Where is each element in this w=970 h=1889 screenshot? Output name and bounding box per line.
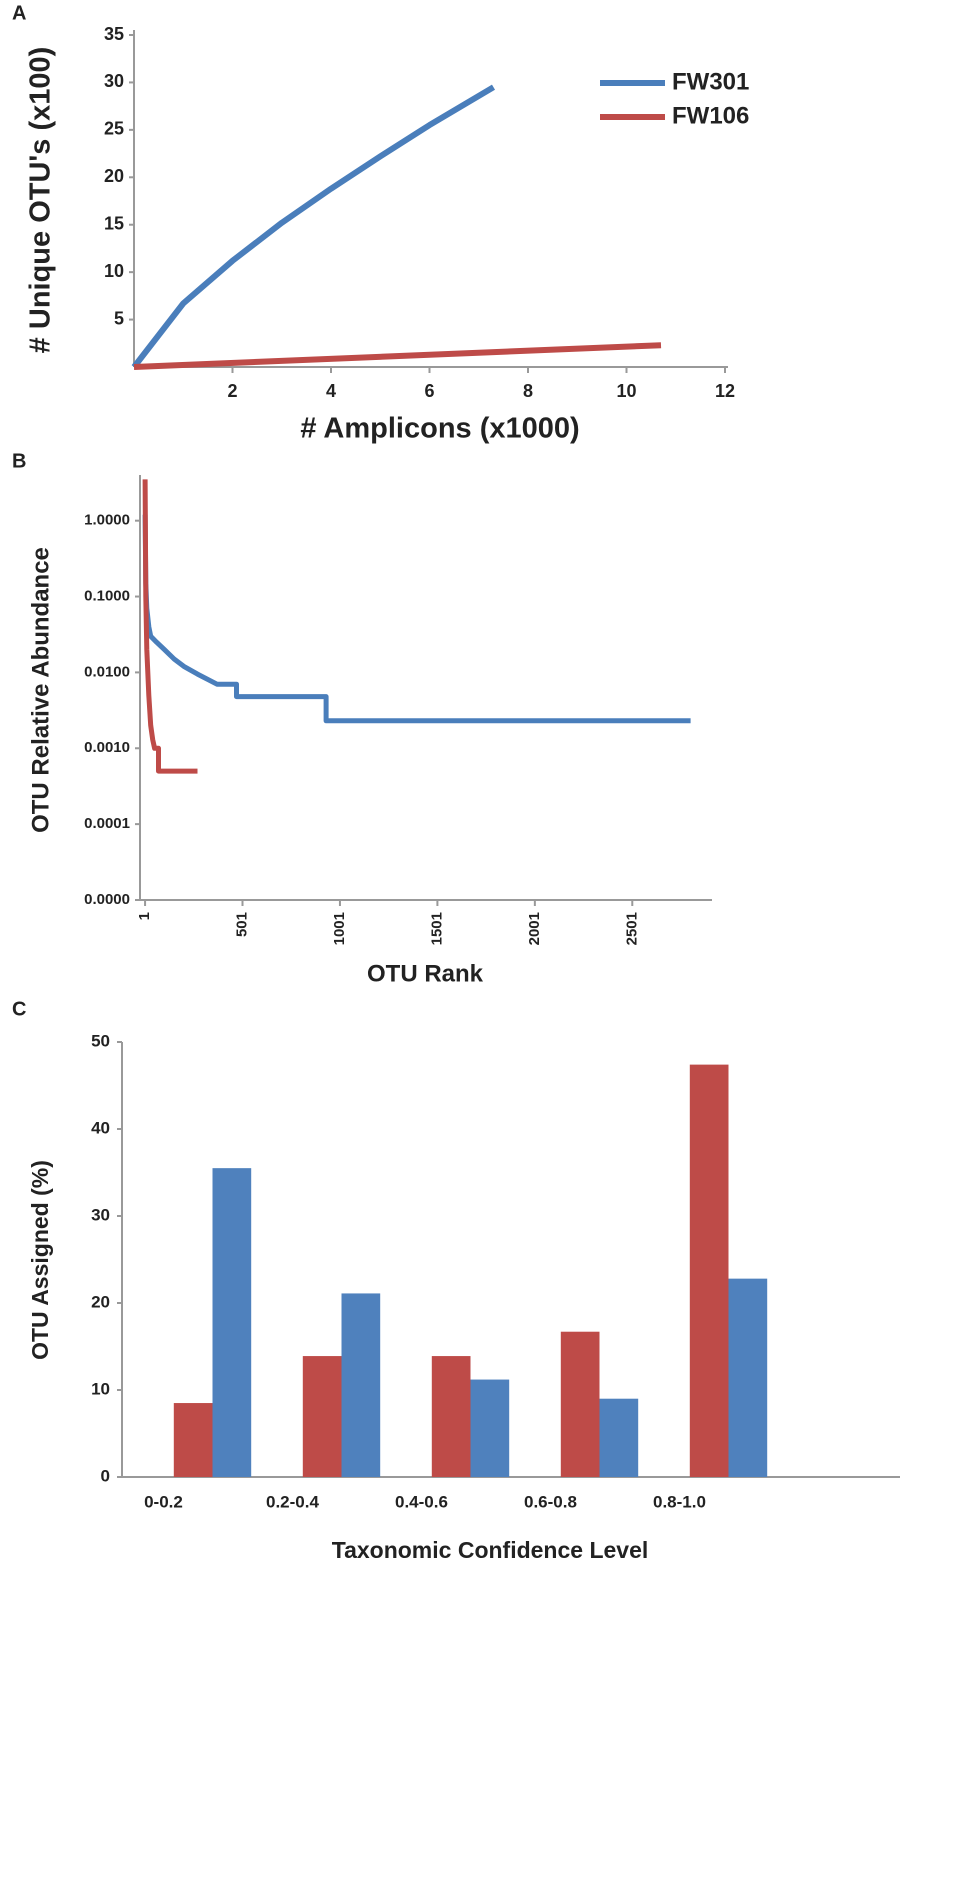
- x-tick-label: 1501: [428, 912, 445, 945]
- y-axis-title: OTU Relative Abundance: [27, 547, 54, 833]
- y-tick-label: 50: [91, 1031, 110, 1050]
- y-tick-label: 1.0000: [84, 512, 130, 529]
- y-axis-title: # Unique OTU's (x100): [25, 47, 57, 354]
- x-tick-label: 0.8-1.0: [653, 1492, 706, 1511]
- y-tick-label: 30: [104, 71, 124, 91]
- x-tick-label: 1001: [331, 912, 348, 945]
- y-tick-label: 0: [101, 1466, 110, 1485]
- bar: [173, 1403, 213, 1477]
- bar: [431, 1356, 471, 1477]
- y-tick-label: 0.0100: [84, 663, 130, 680]
- y-tick-label: 20: [91, 1292, 110, 1311]
- line: [131, 84, 496, 369]
- x-tick-label: 10: [616, 381, 636, 401]
- x-tick-label: 6: [424, 381, 434, 401]
- y-tick-label: 0.0001: [84, 815, 130, 832]
- y-tick-label: 20: [104, 166, 124, 186]
- x-tick-label: 501: [233, 912, 250, 937]
- y-axis-title: OTU Assigned (%): [27, 1160, 53, 1360]
- bar: [341, 1293, 381, 1477]
- legend-label: FW301: [672, 68, 749, 95]
- bar: [302, 1356, 342, 1477]
- y-tick-label: 40: [91, 1118, 110, 1137]
- x-axis-title: Taxonomic Confidence Level: [332, 1537, 649, 1563]
- y-tick-label: 35: [104, 24, 124, 44]
- y-tick-label: 10: [104, 261, 124, 281]
- x-tick-label: 12: [715, 381, 735, 401]
- x-tick-label: 0.6-0.8: [524, 1492, 577, 1511]
- line: [142, 479, 198, 774]
- x-tick-label: 0.2-0.4: [266, 1492, 319, 1511]
- x-tick-label: 2: [227, 381, 237, 401]
- legend-label: FW106: [672, 102, 749, 129]
- x-axis-title: # Amplicons (x1000): [300, 413, 579, 445]
- bar: [560, 1331, 600, 1477]
- bar: [728, 1278, 768, 1477]
- bar: [689, 1064, 729, 1477]
- bar: [470, 1379, 510, 1477]
- y-tick-label: 0.1000: [84, 588, 130, 605]
- bar: [212, 1168, 252, 1477]
- y-tick-label: 25: [104, 119, 124, 139]
- y-tick-label: 5: [114, 308, 124, 328]
- x-tick-label: 2501: [623, 912, 640, 945]
- x-tick-label: 2001: [526, 912, 543, 945]
- x-tick-label: 4: [326, 381, 336, 401]
- panel-label: B: [12, 450, 26, 472]
- y-tick-label: 0.0000: [84, 891, 130, 908]
- line: [142, 514, 691, 724]
- y-tick-label: 30: [91, 1205, 110, 1224]
- x-tick-label: 0-0.2: [144, 1492, 183, 1511]
- y-tick-label: 0.0010: [84, 739, 130, 756]
- y-tick-label: 10: [91, 1379, 110, 1398]
- x-axis-title: OTU Rank: [367, 960, 484, 987]
- bar: [599, 1398, 639, 1477]
- panel-label: A: [12, 2, 26, 24]
- x-tick-label: 8: [523, 381, 533, 401]
- panel-label: C: [12, 998, 26, 1020]
- x-tick-label: 1: [136, 912, 153, 920]
- line: [133, 342, 662, 370]
- x-tick-label: 0.4-0.6: [395, 1492, 448, 1511]
- y-tick-label: 15: [104, 213, 124, 233]
